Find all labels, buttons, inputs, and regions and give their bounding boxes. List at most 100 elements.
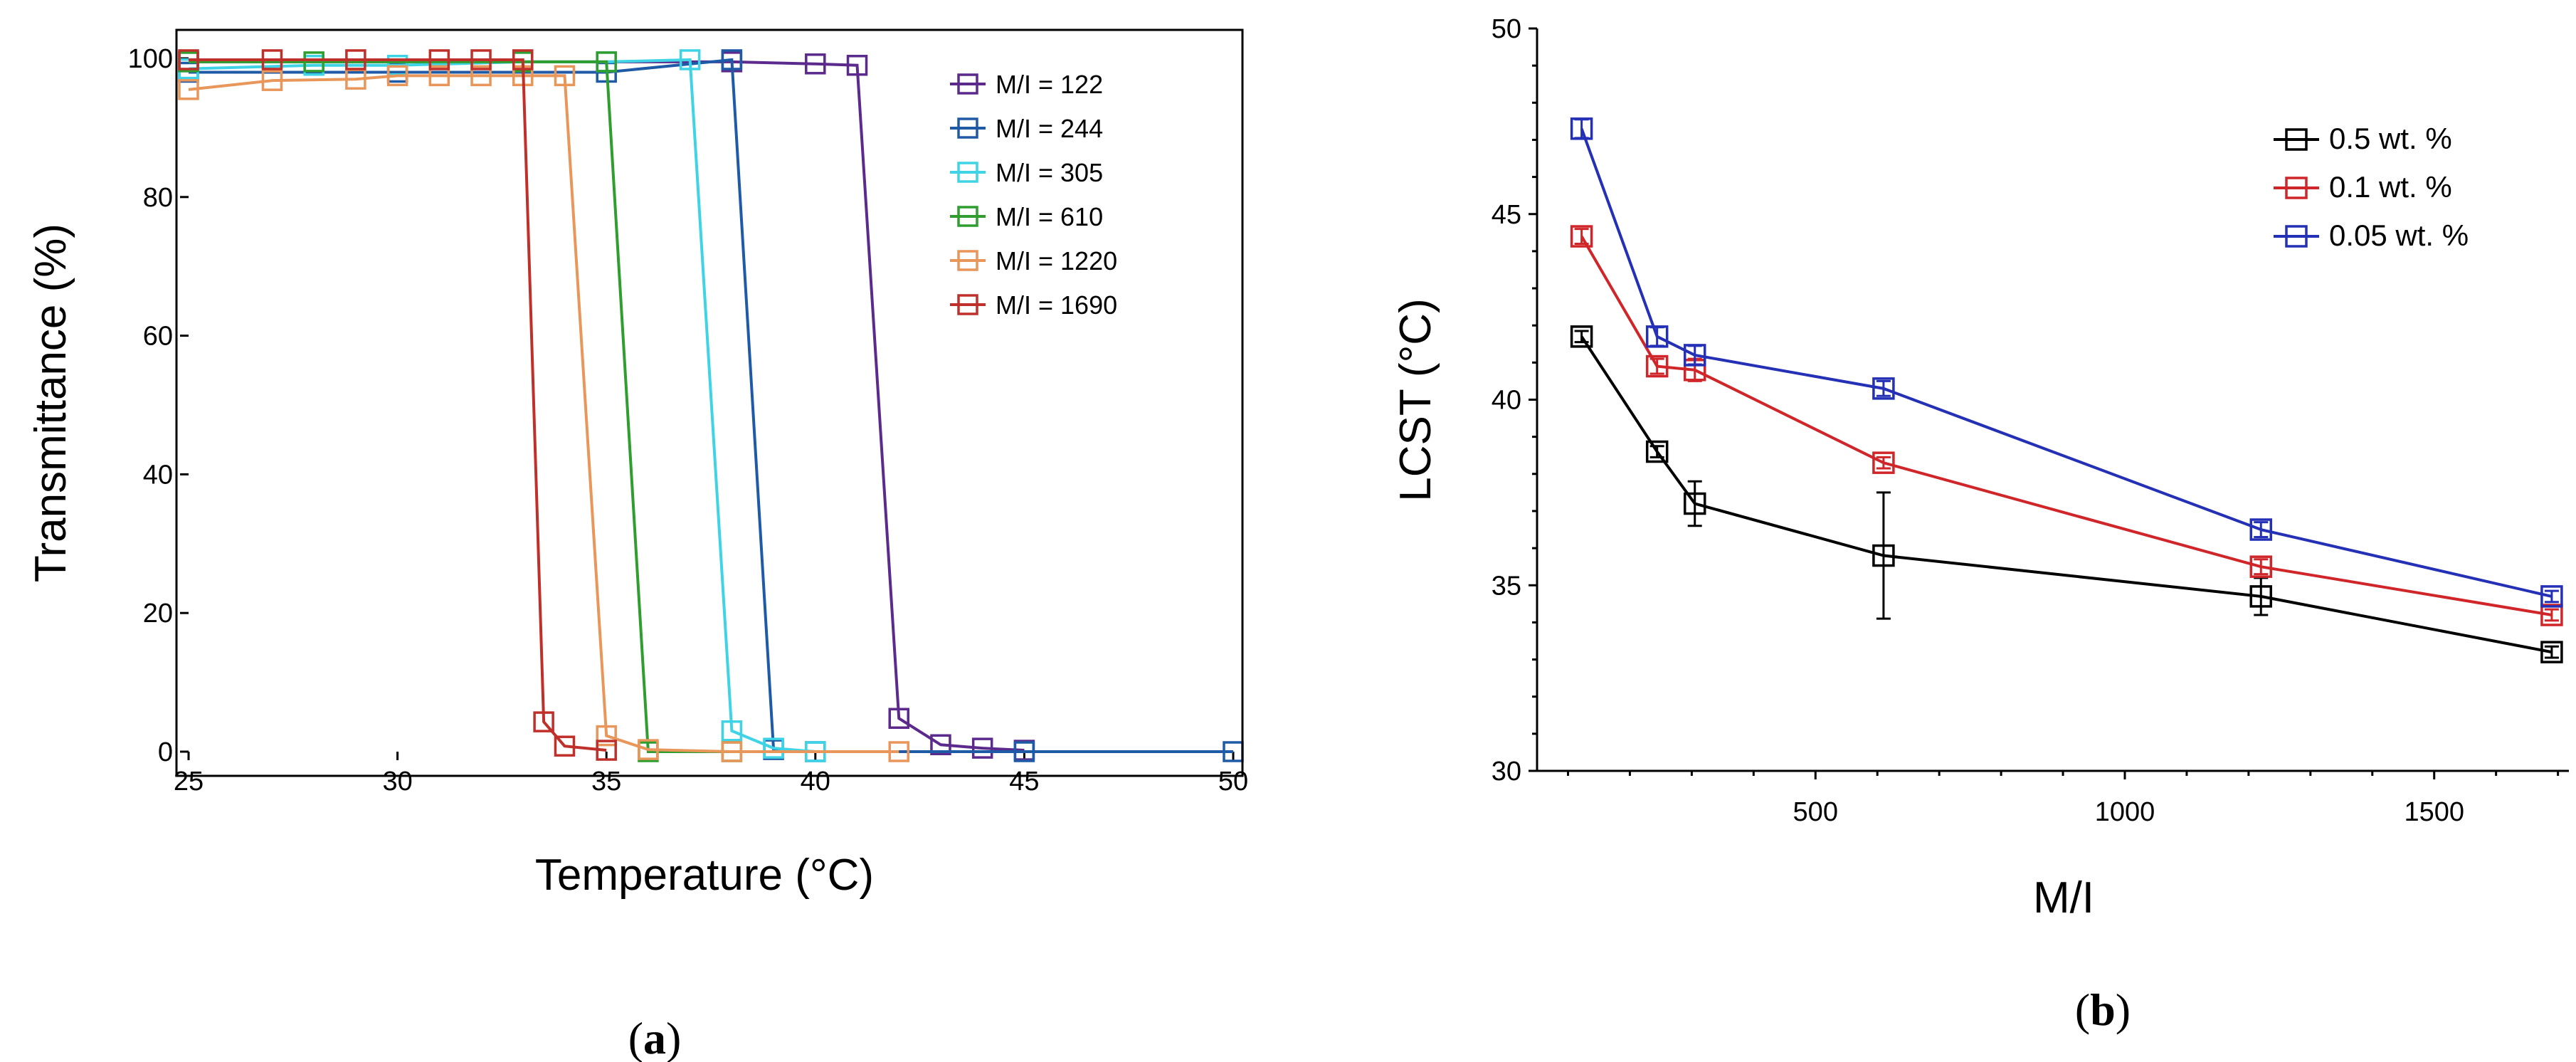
data-point-marker	[805, 53, 826, 75]
panel-a-legend-entry: M/I = 610	[950, 202, 1103, 231]
data-point-marker	[596, 51, 617, 73]
data-point-marker	[303, 51, 324, 73]
data-point-marker	[261, 49, 283, 70]
data-point-marker	[1645, 325, 1669, 348]
panel-a-legend-entry: M/I = 244	[950, 114, 1103, 143]
panel-a-x-tick-label: 50	[1218, 767, 1248, 796]
panel-a-ticks: 25 30 35 40 45 50 0 20 40 60 80 100	[128, 44, 1249, 796]
panel-b-label-close-paren: )	[2116, 984, 2131, 1035]
panel-b-series-0	[1570, 325, 2563, 663]
series-line	[188, 74, 899, 753]
data-point-marker	[428, 49, 450, 70]
data-point-marker	[1683, 344, 1706, 367]
panel-a-series-0	[178, 51, 1035, 761]
data-point-marker	[1872, 451, 1895, 474]
panel-a-legend-entry: M/I = 122	[950, 70, 1103, 99]
panel-a-legend-entry: M/I = 1220	[950, 246, 1117, 275]
panel-a-legend-entry: M/I = 305	[950, 158, 1103, 187]
data-point-marker	[971, 737, 993, 759]
panel-a-y-tick-label: 40	[143, 460, 173, 490]
panel-a-x-tick-label: 25	[174, 767, 204, 796]
panel-b-y-tick-label: 30	[1492, 757, 1521, 787]
legend-marker	[957, 73, 978, 95]
panel-b-x-axis-title: M/I	[2033, 873, 2094, 922]
data-point-marker	[470, 65, 492, 87]
data-point-marker	[1570, 325, 1593, 348]
data-point-marker	[428, 65, 450, 87]
panel-b-y-tick-label: 45	[1492, 200, 1521, 230]
panel-a-y-tick-label: 20	[143, 599, 173, 629]
panel-b-x-tick-label: 500	[1793, 797, 1838, 827]
legend-marker	[957, 117, 978, 139]
data-point-marker	[2540, 641, 2563, 663]
panel-a-series-3	[178, 51, 743, 762]
data-point-marker	[596, 740, 617, 761]
panel-b-y-axis-title: LCST (°C)	[1391, 298, 1440, 501]
data-point-marker	[1872, 377, 1895, 400]
series-line	[189, 60, 732, 753]
data-point-marker	[1645, 354, 1669, 378]
panel-b-x-tick-label: 1000	[2095, 797, 2155, 827]
panel-a-series-5	[178, 49, 617, 761]
panel-a-x-tick-label: 45	[1009, 767, 1039, 796]
legend-marker	[2285, 177, 2308, 199]
panel-a-x-tick-label: 30	[382, 767, 412, 796]
legend-label: M/I = 1220	[996, 246, 1117, 275]
panel-a-y-tick-label: 0	[158, 737, 173, 767]
panel-b-series-1	[1570, 225, 2563, 626]
panel-b-x-tick-label: 1500	[2404, 797, 2464, 827]
panel-b-label: (b)	[2075, 984, 2131, 1035]
legend-label: 0.1 wt. %	[2329, 170, 2452, 204]
legend-label: 0.5 wt. %	[2329, 122, 2452, 155]
series-line	[1580, 335, 2553, 654]
series-line	[1580, 236, 2553, 616]
data-point-marker	[554, 735, 576, 757]
panel-b-legend: 0.5 wt. % 0.1 wt. % 0.05 wt. %	[2274, 122, 2469, 252]
legend-label: M/I = 1690	[996, 290, 1117, 320]
legend-marker	[2285, 225, 2308, 248]
panel-a-y-axis-title: Transmittance (%)	[26, 224, 75, 582]
data-point-marker	[178, 79, 199, 100]
legend-label: M/I = 305	[996, 158, 1103, 187]
series-line	[189, 58, 607, 752]
panel-b-y-tick-label: 35	[1492, 571, 1521, 601]
data-point-marker	[1683, 492, 1706, 515]
legend-marker	[957, 250, 978, 271]
data-point-marker	[178, 49, 199, 70]
data-point-marker	[721, 49, 743, 70]
panel-a-plot-frame	[175, 28, 1244, 777]
panel-b-ticks: 500 1000 1500 30 35 40 45 50	[1492, 14, 2560, 827]
data-point-marker	[1645, 440, 1669, 463]
panel-b-y-tick-label: 50	[1492, 14, 1521, 44]
data-point-marker	[1570, 117, 1593, 140]
panel-a-y-tick-label: 80	[143, 183, 173, 213]
data-point-marker	[679, 49, 701, 70]
data-point-marker	[2249, 518, 2273, 541]
legend-marker	[2285, 128, 2308, 151]
data-point-marker	[2249, 585, 2273, 608]
panel-a-label-open-paren: (	[628, 1013, 643, 1062]
legend-label: M/I = 610	[996, 202, 1103, 231]
data-point-marker	[470, 49, 492, 70]
data-point-marker	[721, 741, 743, 762]
panel-a-label-close-paren: )	[666, 1013, 681, 1062]
legend-label: M/I = 122	[996, 70, 1103, 99]
data-point-marker	[638, 739, 659, 760]
data-point-marker	[2540, 604, 2563, 626]
panel-b-legend-entry: 0.05 wt. %	[2274, 219, 2469, 252]
panel-a-legend: M/I = 122 M/I = 244 M/I = 305 M/I = 610 M/I …	[950, 70, 1117, 320]
data-point-marker	[888, 741, 909, 762]
data-point-marker	[846, 54, 868, 76]
panel-a-label-letter: a	[643, 1013, 666, 1062]
panel-b-series-2	[1570, 117, 2563, 608]
data-point-marker	[888, 708, 909, 729]
panel-a-transmittance-chart: 25 30 35 40 45 50 0 20 40 60 80 100 Transmittance (…	[26, 28, 1249, 1062]
data-point-marker	[386, 65, 408, 87]
data-point-marker	[1872, 544, 1895, 567]
series-line	[189, 58, 1233, 753]
legend-label: M/I = 244	[996, 114, 1103, 143]
series-line	[188, 58, 815, 753]
data-point-marker	[345, 49, 366, 70]
panel-a-x-tick-label: 40	[801, 767, 830, 796]
